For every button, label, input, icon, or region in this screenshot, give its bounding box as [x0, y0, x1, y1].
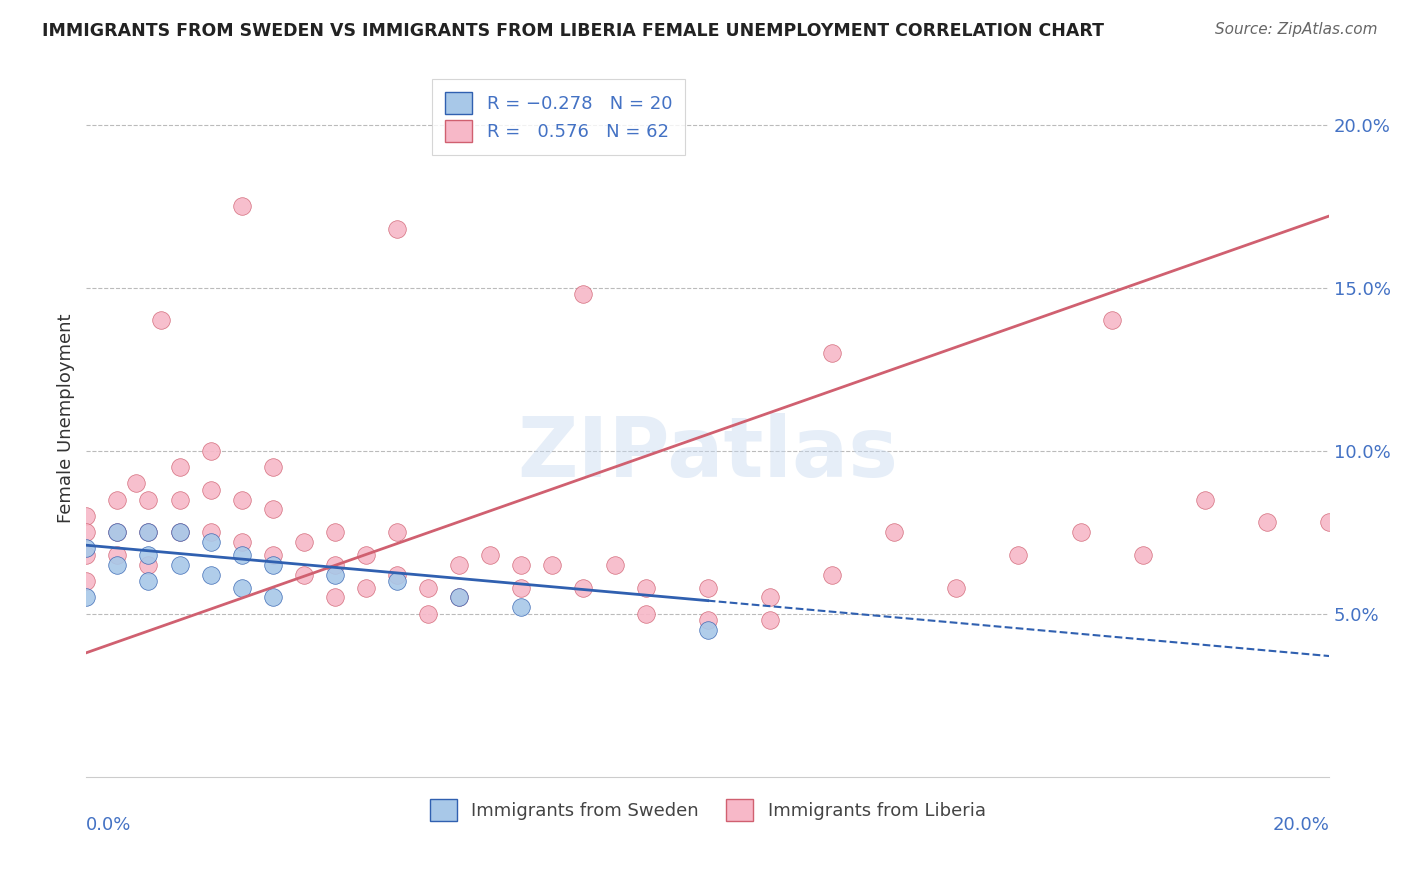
Point — [385, 525, 408, 540]
Point — [883, 525, 905, 540]
Point — [200, 525, 222, 540]
Point — [323, 591, 346, 605]
Point — [292, 567, 315, 582]
Point — [696, 581, 718, 595]
Point — [169, 525, 191, 540]
Point — [354, 581, 377, 595]
Point — [634, 607, 657, 621]
Point — [75, 548, 97, 562]
Point — [75, 508, 97, 523]
Point — [323, 567, 346, 582]
Point — [292, 535, 315, 549]
Text: IMMIGRANTS FROM SWEDEN VS IMMIGRANTS FROM LIBERIA FEMALE UNEMPLOYMENT CORRELATIO: IMMIGRANTS FROM SWEDEN VS IMMIGRANTS FRO… — [42, 22, 1104, 40]
Point — [510, 600, 533, 615]
Point — [105, 525, 128, 540]
Point — [385, 574, 408, 588]
Legend: Immigrants from Sweden, Immigrants from Liberia: Immigrants from Sweden, Immigrants from … — [419, 789, 997, 832]
Point — [105, 548, 128, 562]
Point — [262, 558, 284, 572]
Text: 20.0%: 20.0% — [1272, 816, 1329, 834]
Point — [572, 287, 595, 301]
Point — [510, 581, 533, 595]
Point — [231, 581, 253, 595]
Point — [354, 548, 377, 562]
Point — [75, 574, 97, 588]
Point — [231, 492, 253, 507]
Point — [385, 567, 408, 582]
Point — [416, 581, 439, 595]
Point — [323, 558, 346, 572]
Point — [169, 525, 191, 540]
Point — [634, 581, 657, 595]
Point — [138, 525, 160, 540]
Point — [1256, 516, 1278, 530]
Point — [231, 548, 253, 562]
Point — [200, 535, 222, 549]
Point — [138, 558, 160, 572]
Point — [541, 558, 564, 572]
Point — [138, 574, 160, 588]
Point — [200, 483, 222, 497]
Point — [1070, 525, 1092, 540]
Point — [385, 222, 408, 236]
Point — [75, 591, 97, 605]
Point — [1007, 548, 1029, 562]
Point — [821, 567, 844, 582]
Point — [416, 607, 439, 621]
Point — [149, 313, 172, 327]
Point — [231, 199, 253, 213]
Point — [200, 443, 222, 458]
Point — [105, 492, 128, 507]
Point — [169, 460, 191, 475]
Point — [105, 558, 128, 572]
Text: 0.0%: 0.0% — [86, 816, 132, 834]
Point — [262, 460, 284, 475]
Point — [449, 558, 471, 572]
Point — [696, 613, 718, 627]
Point — [262, 591, 284, 605]
Point — [262, 502, 284, 516]
Point — [510, 558, 533, 572]
Point — [169, 558, 191, 572]
Point — [821, 346, 844, 360]
Point — [75, 541, 97, 556]
Point — [1317, 516, 1340, 530]
Point — [231, 535, 253, 549]
Point — [479, 548, 502, 562]
Point — [169, 492, 191, 507]
Point — [1132, 548, 1154, 562]
Point — [1101, 313, 1123, 327]
Point — [1194, 492, 1216, 507]
Point — [603, 558, 626, 572]
Point — [945, 581, 967, 595]
Point — [262, 548, 284, 562]
Point — [449, 591, 471, 605]
Text: Source: ZipAtlas.com: Source: ZipAtlas.com — [1215, 22, 1378, 37]
Point — [696, 623, 718, 637]
Point — [75, 525, 97, 540]
Point — [105, 525, 128, 540]
Point — [125, 476, 148, 491]
Point — [200, 567, 222, 582]
Point — [759, 591, 782, 605]
Text: ZIPatlas: ZIPatlas — [517, 414, 898, 494]
Point — [572, 581, 595, 595]
Point — [759, 613, 782, 627]
Y-axis label: Female Unemployment: Female Unemployment — [58, 313, 75, 523]
Point — [138, 525, 160, 540]
Point — [323, 525, 346, 540]
Point — [449, 591, 471, 605]
Point — [138, 492, 160, 507]
Point — [138, 548, 160, 562]
